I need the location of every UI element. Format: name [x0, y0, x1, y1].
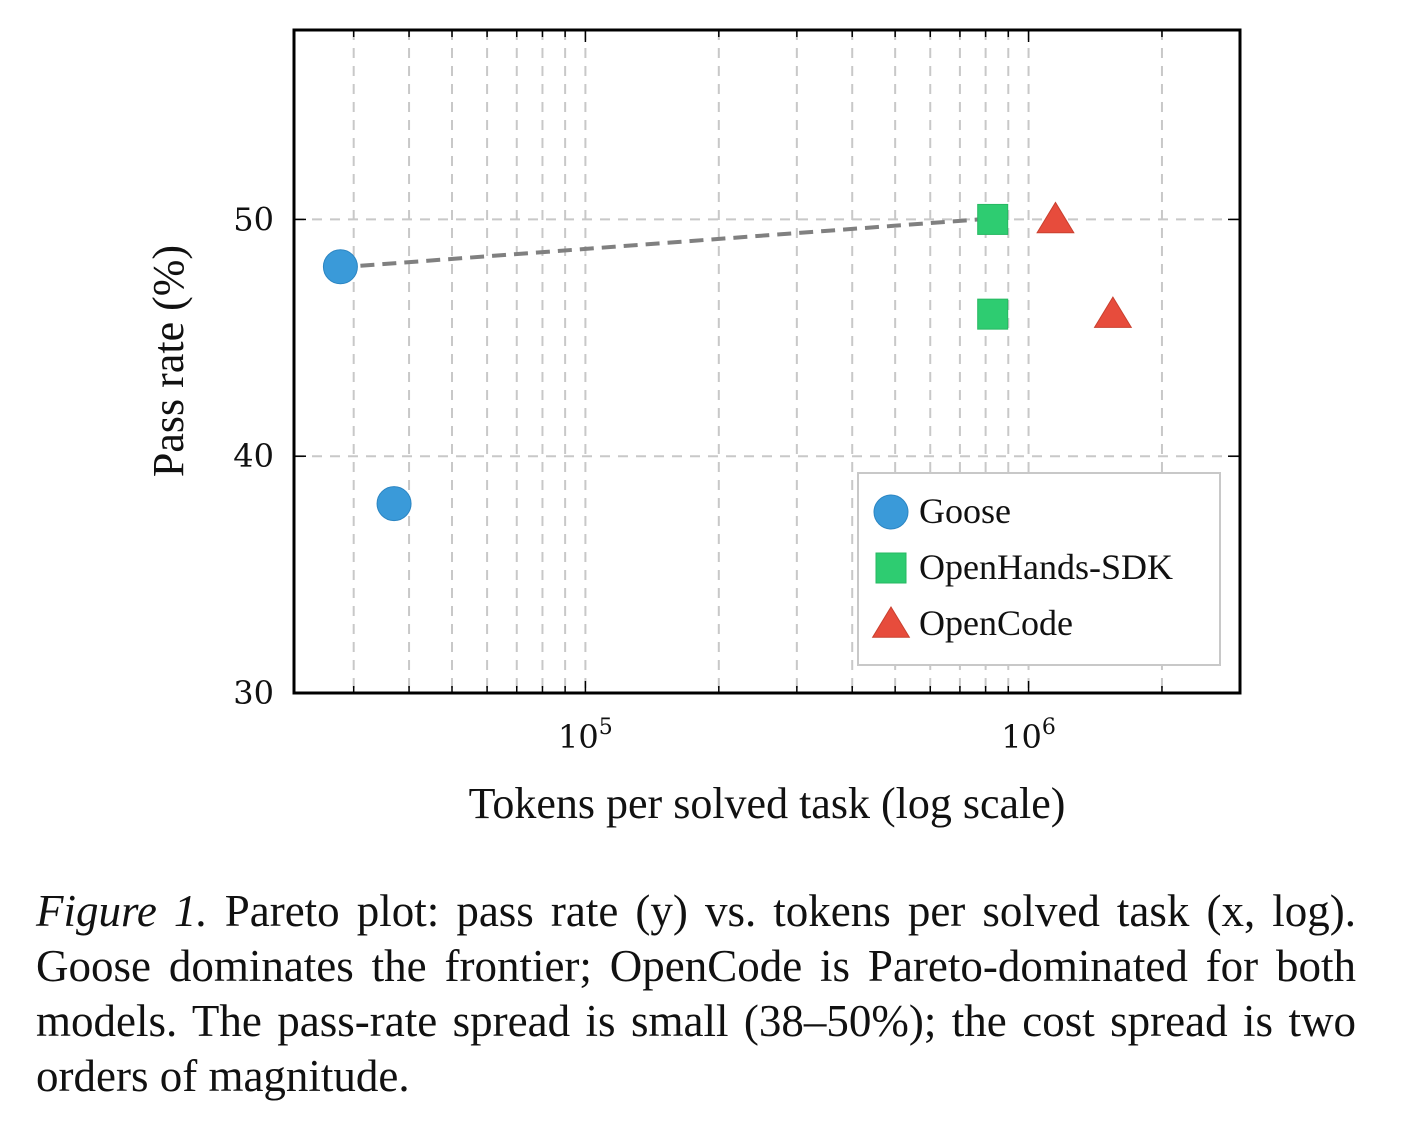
y-tick-label: 50	[233, 200, 274, 238]
data-point-openhands-sdk	[977, 298, 1009, 330]
plot-frame	[292, 28, 1242, 695]
legend-box	[857, 472, 1221, 666]
y-tick-label: 30	[233, 674, 274, 712]
figure-caption-text: Pareto plot: pass rate (y) vs. tokens pe…	[36, 886, 1357, 1101]
frontier-line	[360, 217, 979, 268]
legend-entry: OpenHands-SDK	[919, 547, 1173, 587]
legend: Goose OpenHands-SDK OpenCode	[857, 472, 1221, 666]
data-point-opencode	[1093, 296, 1133, 328]
pareto-frontier	[360, 217, 979, 268]
axis-ticks: 30 40 50 105 106	[233, 30, 1241, 756]
figure-caption: Figure 1. Pareto plot: pass rate (y) vs.…	[36, 884, 1356, 1104]
x-tick-label: 105	[558, 715, 613, 756]
data-point-goose	[376, 486, 412, 522]
x-tick-label: 106	[1001, 715, 1056, 756]
legend-marker-opencode	[871, 606, 911, 638]
y-tick-label: 40	[233, 437, 274, 475]
figure-label: Figure 1.	[36, 886, 208, 936]
legend-entry: Goose	[919, 491, 1011, 531]
x-tick-exponent: 6	[1042, 715, 1056, 740]
legend-marker-openhands-sdk	[875, 552, 907, 584]
x-axis-label: Tokens per solved task (log scale)	[469, 779, 1066, 828]
data-point-goose	[322, 249, 358, 285]
legend-entry: OpenCode	[919, 603, 1073, 643]
data-points	[322, 201, 1133, 522]
legend-marker-goose	[873, 494, 909, 530]
data-point-opencode	[1036, 201, 1075, 234]
data-point-openhands-sdk	[977, 203, 1009, 235]
y-axis-label: Pass rate (%)	[144, 245, 193, 477]
x-tick-exponent: 5	[599, 715, 613, 740]
